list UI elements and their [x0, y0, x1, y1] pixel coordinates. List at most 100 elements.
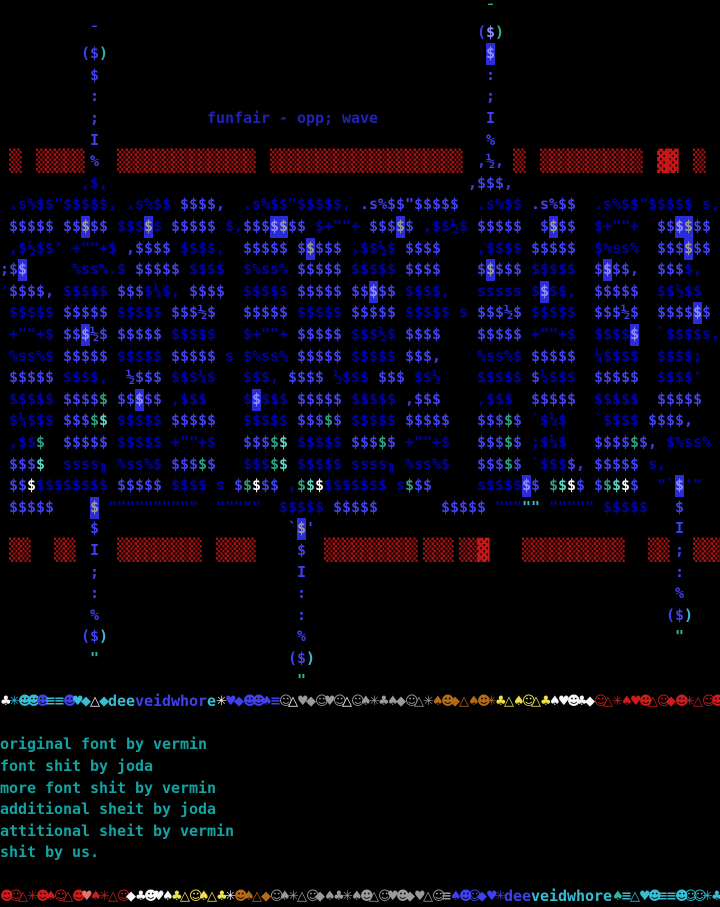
scroller-bottom-cell: ☻: [459, 888, 473, 904]
art-cell: $: [315, 238, 325, 257]
art-cell: ,: [270, 368, 280, 387]
art-cell: $: [594, 217, 604, 235]
art-cell: $: [693, 238, 703, 257]
art-cell: $: [189, 217, 199, 235]
art-cell: $: [198, 411, 208, 430]
art-cell: $: [81, 368, 91, 387]
art-cell: $: [198, 454, 208, 473]
art-cell: %: [675, 433, 685, 451]
art-cell: $: [18, 433, 28, 451]
art-cell: $: [63, 433, 73, 451]
scroller-top-cell: ☻: [243, 694, 257, 710]
scroller-bottom-cell: ♠: [324, 888, 336, 904]
art-cell: $: [315, 260, 325, 279]
art-cell: $: [45, 411, 55, 430]
scroller-bottom-cell: ♥: [153, 888, 165, 904]
scroller-top-cell: ♠: [360, 694, 372, 710]
art-cell: $: [495, 173, 505, 192]
art-cell: (: [81, 627, 91, 646]
art-cell: $: [477, 368, 487, 387]
art-cell: $: [315, 389, 325, 408]
art-cell: ": [27, 325, 37, 343]
art-cell: $: [549, 454, 559, 473]
art-cell: $: [306, 476, 316, 495]
art-cell: $: [45, 195, 55, 214]
art-cell: $: [189, 411, 199, 430]
art-cell: $: [180, 325, 190, 343]
art-cell: $: [657, 346, 667, 365]
art-cell: ▒: [576, 538, 589, 562]
art-cell: $: [594, 303, 604, 322]
art-cell: ½: [432, 368, 442, 387]
art-cell: $: [243, 411, 253, 430]
art-cell: ": [342, 217, 352, 235]
art-cell: ▒: [693, 149, 706, 174]
art-cell: $: [423, 281, 433, 300]
art-cell: ▒: [396, 149, 409, 174]
art-cell: $: [27, 281, 37, 300]
art-cell: $: [630, 476, 640, 495]
art-cell: $: [288, 368, 298, 387]
art-cell: ): [495, 22, 505, 41]
scroller-top-cell: ♥: [324, 694, 336, 710]
art-cell: ": [576, 497, 586, 516]
art-cell: $: [495, 411, 505, 430]
art-cell: ╖: [99, 454, 109, 473]
art-cell: ▓: [666, 149, 679, 174]
art-cell: $: [486, 476, 496, 495]
art-cell: ½: [27, 238, 37, 257]
art-cell: $: [378, 411, 388, 430]
art-cell: ¯: [90, 22, 100, 41]
art-cell: $: [162, 260, 172, 279]
art-cell: $: [279, 303, 289, 322]
art-cell: $: [612, 476, 622, 495]
art-cell: $: [630, 433, 640, 451]
art-cell: ,: [630, 260, 640, 279]
art-cell: ': [54, 238, 64, 257]
art-cell: $: [486, 368, 496, 387]
art-cell: $: [9, 260, 19, 279]
art-cell: $: [531, 346, 541, 365]
art-cell: $: [243, 454, 253, 473]
art-cell: ▒: [603, 149, 616, 174]
art-cell: $: [657, 281, 667, 300]
credits-line: original font by vermin: [0, 735, 208, 754]
art-cell: ½: [450, 217, 460, 235]
scroller-top-cell: ☻: [441, 694, 455, 710]
art-cell: $: [297, 368, 307, 387]
scroller-bottom-cell: ☻: [360, 888, 374, 904]
scroller-top-cell: △: [342, 694, 352, 710]
art-cell: $: [504, 195, 514, 214]
art-cell: ▒: [225, 149, 238, 174]
art-cell: +: [99, 238, 109, 257]
art-cell: $: [81, 476, 91, 495]
art-cell: ,: [81, 173, 91, 192]
art-cell: $: [99, 476, 109, 495]
art-cell: ½: [333, 368, 343, 387]
art-cell: %: [144, 195, 154, 214]
art-cell: $: [297, 433, 307, 451]
art-cell: $: [171, 325, 181, 343]
art-cell: %: [144, 454, 154, 473]
art-cell: $: [477, 173, 487, 192]
art-cell: $: [360, 433, 370, 451]
art-cell: ,: [693, 260, 703, 279]
art-cell: $: [27, 217, 37, 235]
scroller-bottom-cell: o: [585, 886, 595, 905]
art-cell: $: [135, 260, 145, 279]
art-cell: $: [108, 238, 118, 257]
art-cell: $: [549, 389, 559, 408]
scroller-bottom-cell: ♠: [90, 888, 102, 904]
art-cell: $: [45, 325, 55, 343]
art-cell: %: [378, 195, 388, 214]
art-cell: ▒: [333, 538, 346, 562]
art-cell: $: [252, 281, 262, 300]
art-cell: $: [486, 325, 496, 343]
art-cell: $: [135, 281, 145, 300]
art-cell: s: [693, 433, 703, 451]
art-cell: $: [630, 346, 640, 365]
art-cell: $: [531, 368, 541, 387]
art-cell: $: [360, 281, 370, 300]
art-cell: $: [603, 303, 613, 322]
art-cell: $: [396, 368, 406, 387]
